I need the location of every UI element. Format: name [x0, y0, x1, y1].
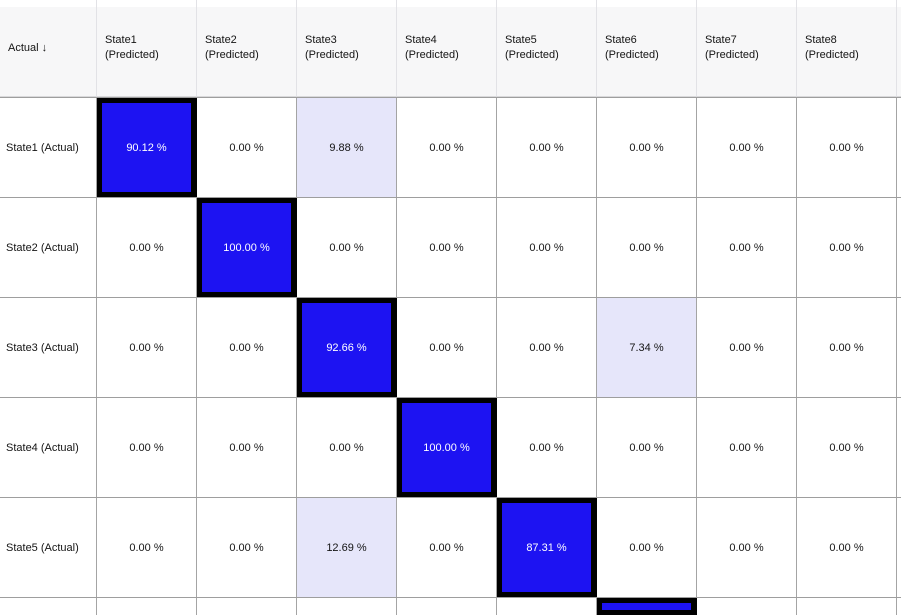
- matrix-cell-diagonal: 90.12 %: [97, 98, 197, 197]
- column-header-state7: State7 (Predicted): [697, 0, 797, 97]
- matrix-cell: 0.00 %: [197, 298, 297, 397]
- matrix-cell: 0.00 %: [597, 398, 697, 497]
- column-header-state5: State5 (Predicted): [497, 0, 597, 97]
- matrix-cell-diagonal: 100.00 %: [197, 198, 297, 297]
- matrix-cell: 0.00 %: [797, 498, 897, 597]
- matrix-cell-diagonal: 92.66 %: [297, 298, 397, 397]
- matrix-header-row: Actual ↓ State1 (Predicted) State2 (Pred…: [0, 0, 901, 98]
- column-header-sub: (Predicted): [405, 49, 459, 61]
- column-header-sub: (Predicted): [805, 49, 859, 61]
- matrix-cell: 0.00 %: [797, 98, 897, 197]
- matrix-cell: 0.00 %: [97, 198, 197, 297]
- table-row: State3 (Actual) 0.00 % 0.00 % 92.66 % 0.…: [0, 298, 901, 398]
- matrix-cell: [297, 598, 397, 615]
- matrix-cell: 0.00 %: [397, 198, 497, 297]
- matrix-cell: 0.00 %: [497, 298, 597, 397]
- matrix-cell: 0.00 %: [497, 98, 597, 197]
- matrix-cell: 0.00 %: [797, 198, 897, 297]
- row-filler: [897, 498, 901, 597]
- row-label: State4 (Actual): [0, 398, 97, 497]
- row-label: State1 (Actual): [0, 98, 97, 197]
- matrix-cell: 0.00 %: [97, 398, 197, 497]
- actual-axis-header: Actual ↓: [0, 0, 97, 97]
- matrix-cell: 0.00 %: [197, 398, 297, 497]
- matrix-cell: 0.00 %: [697, 398, 797, 497]
- matrix-cell-diagonal: 87.31 %: [497, 498, 597, 597]
- matrix-cell: 0.00 %: [597, 198, 697, 297]
- column-header-name: State3: [305, 34, 337, 46]
- matrix-cell: [797, 598, 897, 615]
- column-header-name: State2: [205, 34, 237, 46]
- column-header-state4: State4 (Predicted): [397, 0, 497, 97]
- matrix-cell: 0.00 %: [397, 98, 497, 197]
- column-header-state3: State3 (Predicted): [297, 0, 397, 97]
- column-header-name: State6: [605, 34, 637, 46]
- row-filler: [897, 298, 901, 397]
- column-header-sub: (Predicted): [205, 49, 259, 61]
- matrix-cell: [97, 598, 197, 615]
- matrix-cell: [697, 598, 797, 615]
- column-header-name: State1: [105, 34, 137, 46]
- table-row: State1 (Actual) 90.12 % 0.00 % 9.88 % 0.…: [0, 98, 901, 198]
- matrix-cell: 0.00 %: [697, 198, 797, 297]
- column-header-state2: State2 (Predicted): [197, 0, 297, 97]
- column-header-sub: (Predicted): [505, 49, 559, 61]
- matrix-cell: 0.00 %: [597, 498, 697, 597]
- matrix-cell-diagonal: [597, 598, 697, 615]
- matrix-cell: 0.00 %: [97, 498, 197, 597]
- matrix-cell: 0.00 %: [697, 498, 797, 597]
- column-header-sub: (Predicted): [105, 49, 159, 61]
- column-header-name: State5: [505, 34, 537, 46]
- actual-axis-label: Actual ↓: [8, 41, 48, 54]
- table-row: State2 (Actual) 0.00 % 100.00 % 0.00 % 0…: [0, 198, 901, 298]
- row-filler: [897, 198, 901, 297]
- matrix-cell: [497, 598, 597, 615]
- matrix-cell: 0.00 %: [397, 298, 497, 397]
- row-filler: [897, 398, 901, 497]
- matrix-cell-highlight: 7.34 %: [597, 298, 697, 397]
- column-header-name: State8: [805, 34, 837, 46]
- matrix-cell: 0.00 %: [797, 398, 897, 497]
- table-row: State5 (Actual) 0.00 % 0.00 % 12.69 % 0.…: [0, 498, 901, 598]
- table-row: State4 (Actual) 0.00 % 0.00 % 0.00 % 100…: [0, 398, 901, 498]
- column-header-state6: State6 (Predicted): [597, 0, 697, 97]
- matrix-cell: 0.00 %: [297, 198, 397, 297]
- matrix-cell-highlight: 12.69 %: [297, 498, 397, 597]
- header-filler: [897, 0, 901, 97]
- matrix-cell: 0.00 %: [797, 298, 897, 397]
- matrix-cell: 0.00 %: [197, 498, 297, 597]
- matrix-cell: 0.00 %: [497, 198, 597, 297]
- matrix-cell: 0.00 %: [97, 298, 197, 397]
- column-header-sub: (Predicted): [305, 49, 359, 61]
- row-label: State5 (Actual): [0, 498, 97, 597]
- matrix-cell: 0.00 %: [697, 98, 797, 197]
- matrix-cell: 0.00 %: [397, 498, 497, 597]
- column-header-sub: (Predicted): [605, 49, 659, 61]
- matrix-cell-highlight: 9.88 %: [297, 98, 397, 197]
- column-header-state8: State8 (Predicted): [797, 0, 897, 97]
- matrix-cell-diagonal: 100.00 %: [397, 398, 497, 497]
- column-header-sub: (Predicted): [705, 49, 759, 61]
- column-header-name: State7: [705, 34, 737, 46]
- matrix-cell: 0.00 %: [697, 298, 797, 397]
- matrix-cell: [197, 598, 297, 615]
- matrix-cell: [397, 598, 497, 615]
- row-label: State3 (Actual): [0, 298, 97, 397]
- row-label: State2 (Actual): [0, 198, 97, 297]
- row-filler: [897, 598, 901, 615]
- column-header-name: State4: [405, 34, 437, 46]
- column-header-state1: State1 (Predicted): [97, 0, 197, 97]
- matrix-cell: 0.00 %: [597, 98, 697, 197]
- matrix-cell: 0.00 %: [497, 398, 597, 497]
- table-row-partial: [0, 598, 901, 615]
- row-filler: [897, 98, 901, 197]
- matrix-cell: 0.00 %: [197, 98, 297, 197]
- matrix-cell: 0.00 %: [297, 398, 397, 497]
- row-label: [0, 598, 97, 615]
